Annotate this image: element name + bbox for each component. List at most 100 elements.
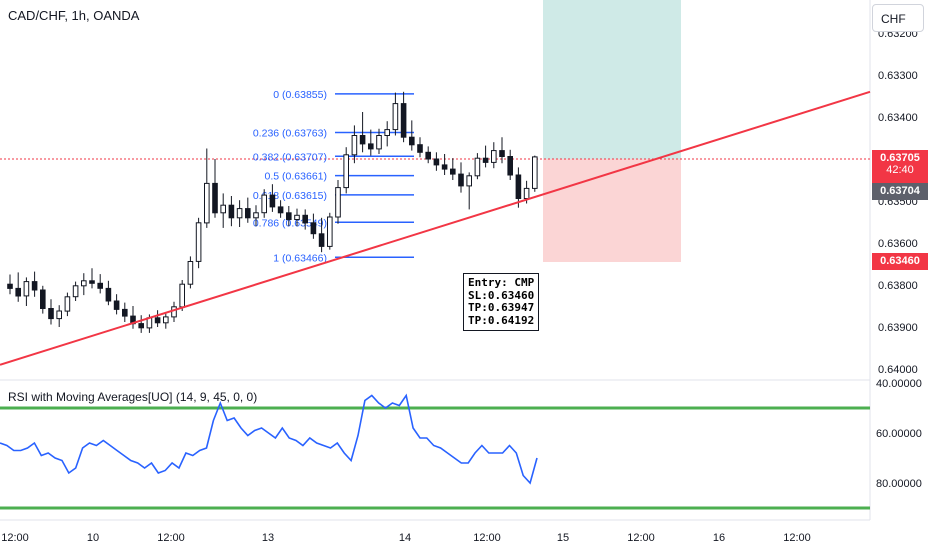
candle-body [286, 212, 292, 221]
candle-body [195, 222, 202, 262]
candle-body [269, 194, 276, 208]
time-tick-label: 12:00 [783, 532, 811, 544]
candle-body [228, 204, 235, 219]
candle-body [433, 158, 440, 166]
time-tick-label: 12:00 [1, 532, 29, 544]
note-line: SL:0.63460 [468, 288, 535, 302]
candle-body [204, 182, 210, 224]
candle-body [64, 296, 71, 312]
stop-price-value: 0.63460 [880, 255, 920, 267]
candle-body [171, 306, 177, 318]
candle-body [384, 129, 390, 137]
fib-level-label: 0.786 (0.63549) [253, 217, 327, 229]
trendline[interactable] [0, 90, 871, 366]
price-tick-label: 0.63300 [878, 70, 918, 82]
candle-body [359, 135, 366, 145]
candle-body [220, 204, 226, 214]
fib-level-label: 0.5 (0.63661) [265, 171, 327, 183]
candle-body [425, 151, 431, 160]
rsi-tick-label: 60.00000 [876, 428, 922, 440]
fib-level-label: 0.382 (0.63707) [253, 151, 327, 163]
candle-body [154, 317, 161, 324]
candle-body [122, 308, 128, 317]
bid-price-badge: 0.63704 [872, 183, 928, 200]
time-tick-label: 12:00 [473, 532, 501, 544]
candle-body [466, 175, 472, 187]
price-tick-label: 0.63800 [878, 280, 918, 292]
time-tick-label: 14 [399, 532, 411, 544]
trade-note[interactable]: Entry: CMP SL:0.63460 TP:0.63947 TP:0.64… [463, 273, 540, 331]
candles[interactable] [7, 91, 538, 333]
rsi-title[interactable]: RSI with Moving Averages[UO] (14, 9, 45,… [8, 390, 258, 404]
candle-body [441, 164, 448, 170]
candle-body [515, 174, 522, 199]
candle-body [310, 222, 317, 235]
candle-body [81, 280, 87, 287]
candle-body [277, 206, 284, 214]
price-tick-label: 0.63600 [878, 238, 918, 250]
candle-body [532, 156, 538, 189]
candle-body [97, 282, 104, 289]
profit-zone[interactable] [543, 0, 681, 159]
bar-countdown: 42:40 [886, 164, 914, 176]
candle-body [368, 143, 374, 150]
candle-body [335, 187, 341, 218]
candle-body [458, 173, 464, 187]
symbol-title[interactable]: CAD/CHF, 1h, OANDA [8, 8, 140, 23]
fibonacci-retracement[interactable]: 0 (0.63855) 0.236 (0.63763) 0.382 (0.63707… [253, 89, 414, 264]
rsi-tick-label: 80.00000 [876, 478, 922, 490]
time-tick-label: 12:00 [157, 532, 185, 544]
candle-body [482, 157, 489, 163]
time-axis[interactable]: 12:00 10 12:00 13 14 12:00 15 12:00 16 12:00 [1, 532, 811, 544]
rsi-axis[interactable]: 80.00000 60.00000 40.00000 [876, 378, 922, 490]
fib-level-label: 1 (0.63466) [273, 252, 327, 264]
price-tick-label: 0.64000 [878, 364, 918, 376]
stop-price-badge: 0.63460 [872, 253, 928, 270]
candle-body [236, 208, 243, 219]
candle-body [56, 310, 63, 320]
time-tick-label: 16 [713, 532, 725, 544]
candle-body [31, 281, 38, 291]
price-tick-label: 0.63400 [878, 112, 918, 124]
candle-body [294, 214, 300, 221]
candle-body [179, 283, 185, 308]
rsi-series[interactable] [0, 393, 538, 485]
time-tick-label: 13 [262, 532, 274, 544]
candle-body [343, 154, 349, 189]
bid-price-value: 0.63704 [880, 185, 920, 197]
note-line: TP:0.64192 [468, 313, 535, 327]
candle-body [327, 216, 333, 247]
candle-body [253, 212, 259, 219]
candle-body [400, 103, 407, 138]
note-line: TP:0.63947 [468, 301, 535, 314]
note-line: Entry: CMP [468, 276, 535, 289]
candle-body [89, 280, 95, 284]
last-price-value: 0.63705 [880, 152, 920, 164]
currency-button[interactable]: CHF [872, 4, 924, 32]
candle-body [450, 168, 456, 175]
rsi-line [0, 393, 538, 485]
candle-body [7, 283, 13, 289]
fib-level-label: 0 (0.63855) [273, 89, 327, 101]
candle-body [187, 261, 194, 285]
candle-body [212, 182, 218, 214]
candle-body [72, 285, 79, 298]
candle-body [302, 214, 308, 224]
loss-zone[interactable] [543, 159, 681, 262]
price-axis[interactable]: 0.640000.639000.638000.636000.635000.634… [878, 28, 918, 376]
candle-body [113, 300, 120, 310]
candle-body [40, 289, 46, 309]
candle-body [163, 316, 169, 324]
candle-body [417, 144, 423, 153]
candle-body [351, 135, 358, 156]
fib-level-label: 0.236 (0.63763) [253, 128, 327, 140]
candle-body [507, 156, 513, 176]
candle-body [392, 103, 399, 131]
time-tick-label: 12:00 [627, 532, 655, 544]
candle-body [138, 323, 144, 329]
candle-body [245, 208, 251, 219]
candle-body [523, 187, 530, 199]
rsi-tick-label: 40.00000 [876, 378, 922, 390]
candle-body [474, 157, 481, 177]
